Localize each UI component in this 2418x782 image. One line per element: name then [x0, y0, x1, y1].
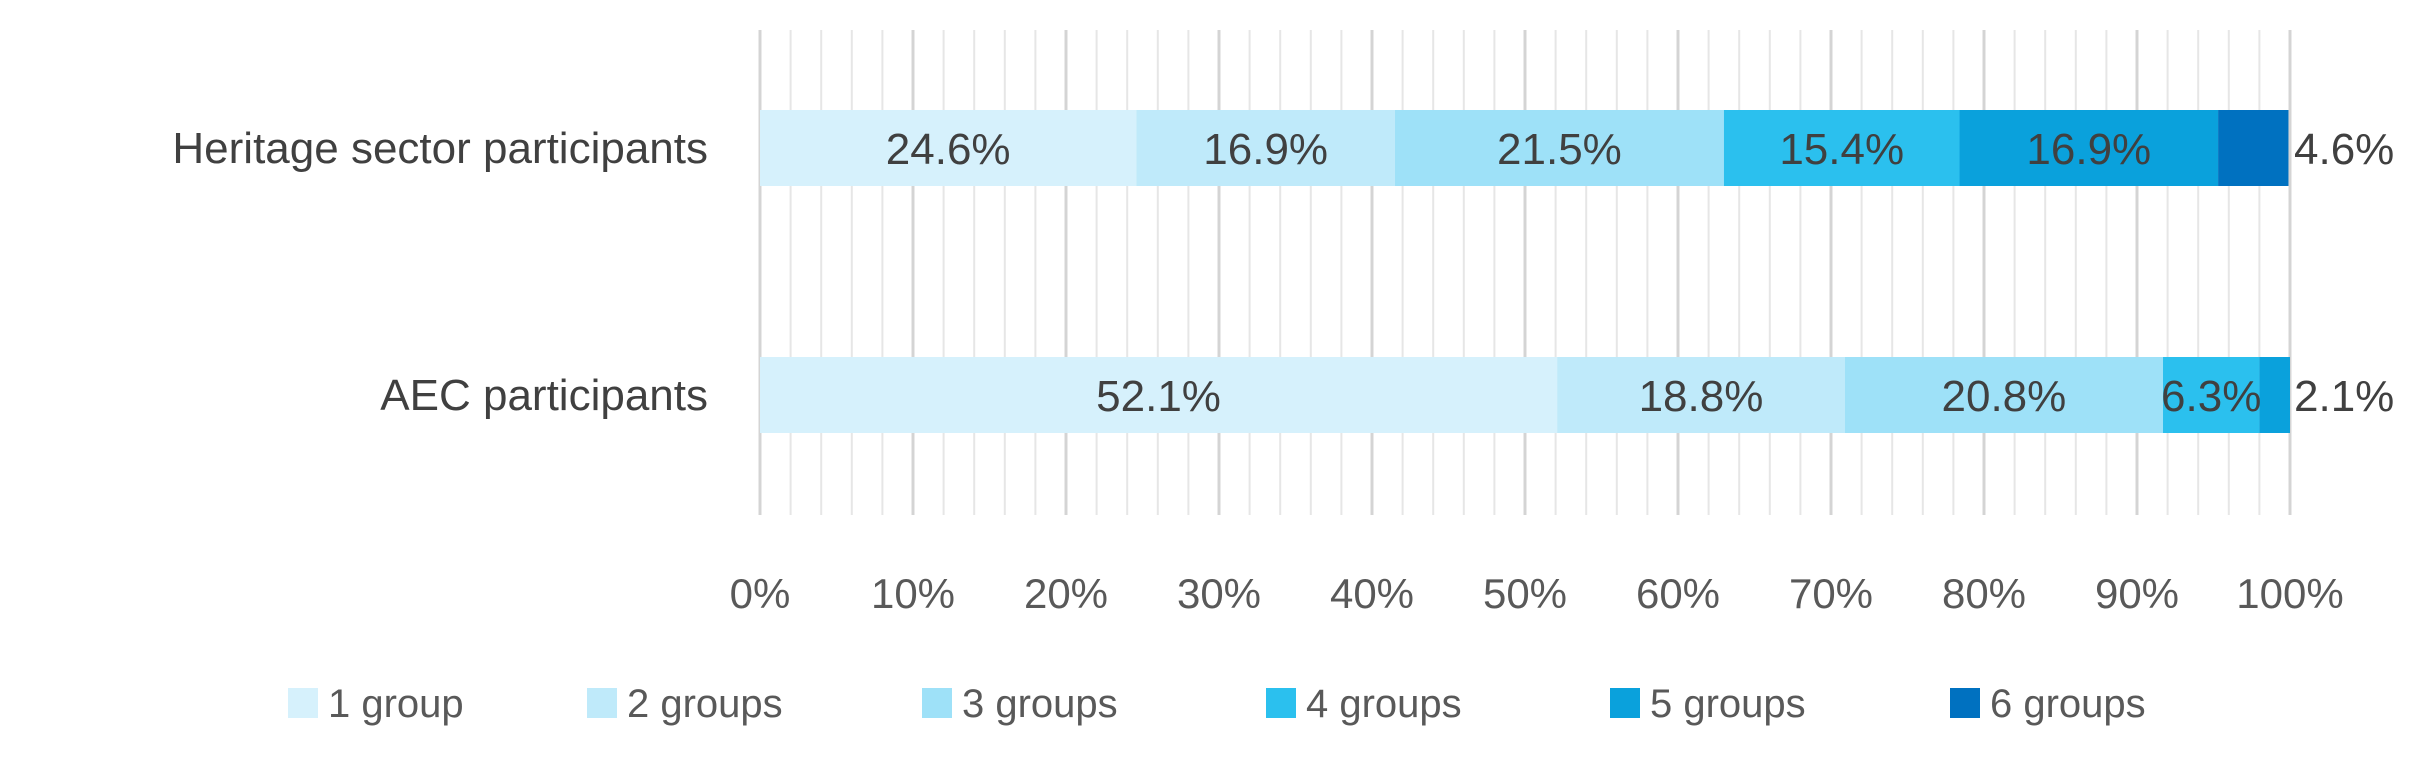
data-label: 21.5% [1497, 125, 1622, 174]
data-labels: 24.6% 16.9% 21.5% 15.4% 16.9% 4.6% 52.1% 18.8% 2… [886, 125, 2394, 421]
x-tick-label: 80% [1942, 570, 2026, 617]
legend-swatch [922, 688, 952, 718]
data-label: 16.9% [1203, 125, 1328, 174]
data-label: 15.4% [1779, 125, 1904, 174]
data-label: 4.6% [2294, 125, 2394, 174]
x-tick-label: 30% [1177, 570, 1261, 617]
bar-segment [1136, 110, 1395, 186]
legend-swatch [1610, 688, 1640, 718]
bar-segment [1394, 110, 1724, 186]
legend-label: 4 groups [1306, 682, 1462, 726]
bar-segment [2218, 110, 2289, 186]
bar-segment [1844, 357, 2164, 433]
category-label: Heritage sector participants [172, 124, 708, 173]
legend-swatch [587, 688, 617, 718]
bar-segment [1557, 357, 1845, 433]
x-tick-label: 100% [2236, 570, 2343, 617]
data-label: 24.6% [886, 125, 1011, 174]
legend-label: 1 group [328, 682, 464, 726]
data-label: 2.1% [2294, 372, 2394, 421]
legend-label: 6 groups [1990, 682, 2146, 726]
x-tick-label: 40% [1330, 570, 1414, 617]
bar-segment [1959, 110, 2219, 186]
bar-segment [2163, 357, 2260, 433]
data-label: 18.8% [1639, 372, 1764, 421]
data-label: 20.8% [1942, 372, 2067, 421]
data-label: 52.1% [1096, 372, 1221, 421]
legend-label: 3 groups [962, 682, 1118, 726]
x-tick-label: 60% [1636, 570, 1720, 617]
bars [760, 110, 2290, 433]
x-tick-label: 0% [730, 570, 791, 617]
gridlines [758, 30, 2292, 515]
legend-label: 2 groups [627, 682, 783, 726]
legend-swatch [1950, 688, 1980, 718]
bar-segment [2259, 357, 2290, 433]
legend-swatch [1266, 688, 1296, 718]
x-tick-label: 90% [2095, 570, 2179, 617]
category-labels: Heritage sector participants AEC particip… [172, 124, 708, 420]
data-label: 16.9% [2026, 125, 2151, 174]
x-tick-label: 70% [1789, 570, 1873, 617]
x-tick-label: 20% [1024, 570, 1108, 617]
bar-segment [760, 110, 1137, 186]
bar-segment [760, 357, 1558, 433]
data-label: 6.3% [2161, 372, 2261, 421]
legend-swatch [288, 688, 318, 718]
x-tick-label: 50% [1483, 570, 1567, 617]
legend: 1 group 2 groups 3 groups 4 groups 5 groups 6… [288, 682, 2146, 726]
bar-segment [1723, 110, 1960, 186]
category-label: AEC participants [380, 371, 708, 420]
x-axis-ticks: 0% 10% 20% 30% 40% 50% 60% 70% 80% 90% 100% [730, 570, 2344, 617]
legend-label: 5 groups [1650, 682, 1806, 726]
x-tick-label: 10% [871, 570, 955, 617]
